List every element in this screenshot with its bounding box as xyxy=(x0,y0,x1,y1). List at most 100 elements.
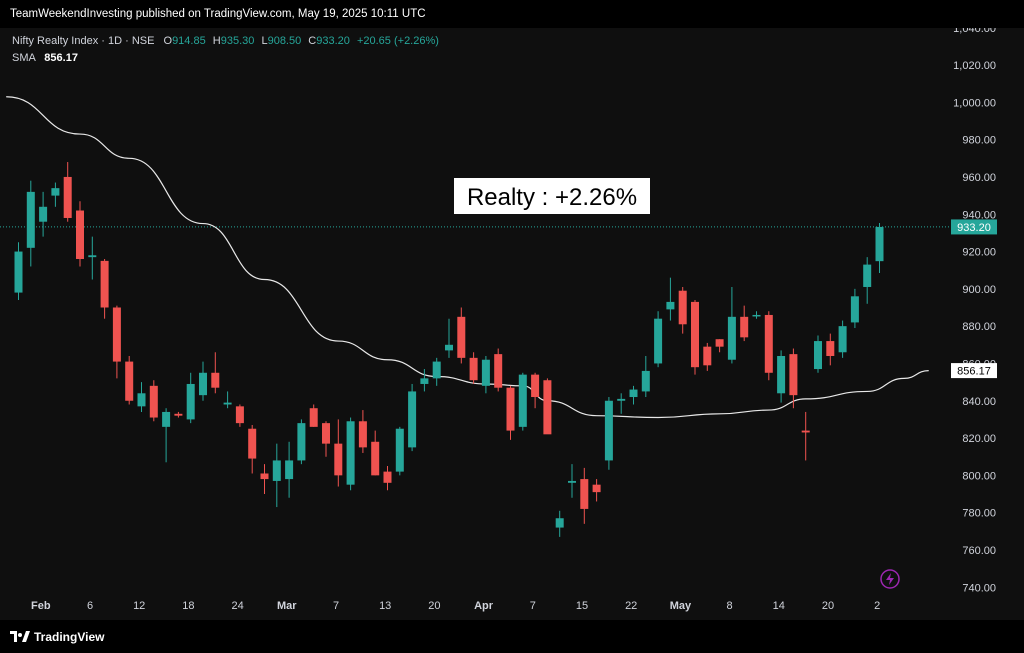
candle-body xyxy=(272,460,281,481)
legend-h-value: 935.30 xyxy=(221,35,255,47)
candle xyxy=(125,355,134,405)
candle xyxy=(408,383,417,452)
candle-body xyxy=(592,484,601,493)
y-tick-label: 780.00 xyxy=(962,508,996,520)
y-tick-label: 1,000.00 xyxy=(953,97,996,109)
candle xyxy=(297,419,306,465)
candle xyxy=(260,464,269,494)
candle-body xyxy=(199,372,207,396)
candle xyxy=(543,378,552,435)
candle xyxy=(186,372,195,424)
candle-body xyxy=(617,398,626,401)
candle xyxy=(39,191,48,237)
candle-body xyxy=(850,296,859,323)
candle xyxy=(88,236,97,280)
candle-body xyxy=(531,374,540,398)
x-tick-label: Feb xyxy=(31,600,51,612)
x-tick-label: 15 xyxy=(576,600,588,612)
candle-body xyxy=(752,314,761,317)
candle xyxy=(63,162,72,222)
candlestick-chart[interactable]: 1,040.00 1,020.00 1,000.00 980.00 960.00 940.… xyxy=(0,28,1024,620)
candle xyxy=(592,479,601,502)
candle xyxy=(654,311,663,368)
lightning-icon[interactable] xyxy=(880,569,900,589)
candle xyxy=(223,391,232,409)
candle xyxy=(789,348,798,409)
candle-body xyxy=(420,378,429,384)
y-tick-label: 1,020.00 xyxy=(953,60,996,72)
candle-body xyxy=(63,176,72,218)
y-tick-label: 800.00 xyxy=(962,470,996,482)
y-tick-label: 980.00 xyxy=(962,135,996,147)
candle-body xyxy=(112,307,121,362)
annotation-box: Realty : +2.26% xyxy=(454,178,650,214)
candle xyxy=(358,410,367,453)
candle-body xyxy=(358,421,367,448)
candle-body xyxy=(149,385,158,418)
candle-body xyxy=(223,402,232,405)
candle xyxy=(420,369,429,392)
candle-body xyxy=(814,341,822,370)
candle-body xyxy=(125,361,134,401)
candle-body xyxy=(666,301,675,310)
candle-body xyxy=(838,326,847,353)
tradingview-logo[interactable]: TradingView xyxy=(10,630,104,644)
candle-body xyxy=(740,316,749,338)
candle xyxy=(432,357,441,386)
candle xyxy=(850,288,859,329)
x-tick-label: May xyxy=(670,600,692,612)
candle xyxy=(666,277,675,321)
candle xyxy=(76,201,84,267)
candle xyxy=(112,305,121,379)
x-tick-label: Mar xyxy=(277,600,297,612)
candle-body xyxy=(641,370,650,392)
legend-change: +20.65 (+2.26%) xyxy=(357,35,439,47)
legend-l-value: 908.50 xyxy=(268,35,302,47)
candle xyxy=(469,352,478,384)
candle xyxy=(727,286,736,364)
candle-body xyxy=(432,361,441,379)
x-tick-label: 14 xyxy=(773,600,785,612)
candle-body xyxy=(604,400,613,461)
y-tick-label: 880.00 xyxy=(962,321,996,333)
candle xyxy=(26,180,35,267)
last-price-label: 933.20 xyxy=(957,222,991,234)
x-tick-label: 24 xyxy=(231,600,243,612)
x-tick-label: 20 xyxy=(428,600,440,612)
candle-body xyxy=(469,357,478,381)
candle-body xyxy=(678,290,687,325)
candle xyxy=(863,257,872,304)
candle-body xyxy=(801,430,810,433)
candles xyxy=(14,162,884,537)
candle xyxy=(641,355,650,398)
candle xyxy=(346,417,355,491)
candle-body xyxy=(764,314,773,373)
candle-body xyxy=(789,354,798,396)
y-tick-label: 740.00 xyxy=(962,582,996,594)
candle-body xyxy=(346,421,355,485)
candle xyxy=(334,419,343,487)
candle-body xyxy=(51,188,60,196)
y-tick-label: 960.00 xyxy=(962,172,996,184)
candle xyxy=(14,242,23,301)
candle-body xyxy=(137,393,146,407)
candle-body xyxy=(715,339,724,347)
candle xyxy=(51,182,60,207)
candle xyxy=(383,466,392,491)
candle-body xyxy=(408,391,417,448)
candle xyxy=(555,510,564,537)
candle xyxy=(285,441,294,498)
candle-body xyxy=(494,354,503,388)
candle xyxy=(395,426,404,476)
y-tick-label: 840.00 xyxy=(962,396,996,408)
candle xyxy=(703,342,712,371)
candle xyxy=(715,339,724,353)
candle xyxy=(137,382,146,412)
x-tick-label: 7 xyxy=(333,600,339,612)
candle-body xyxy=(445,344,453,351)
candle xyxy=(211,352,220,394)
x-tick-label: 2 xyxy=(874,600,880,612)
candle-body xyxy=(703,346,712,366)
x-tick-label: 7 xyxy=(530,600,536,612)
svg-text:Nifty Realty Index · 1D · NSE: Nifty Realty Index · 1D · NSE O914.85 H9… xyxy=(12,35,439,47)
